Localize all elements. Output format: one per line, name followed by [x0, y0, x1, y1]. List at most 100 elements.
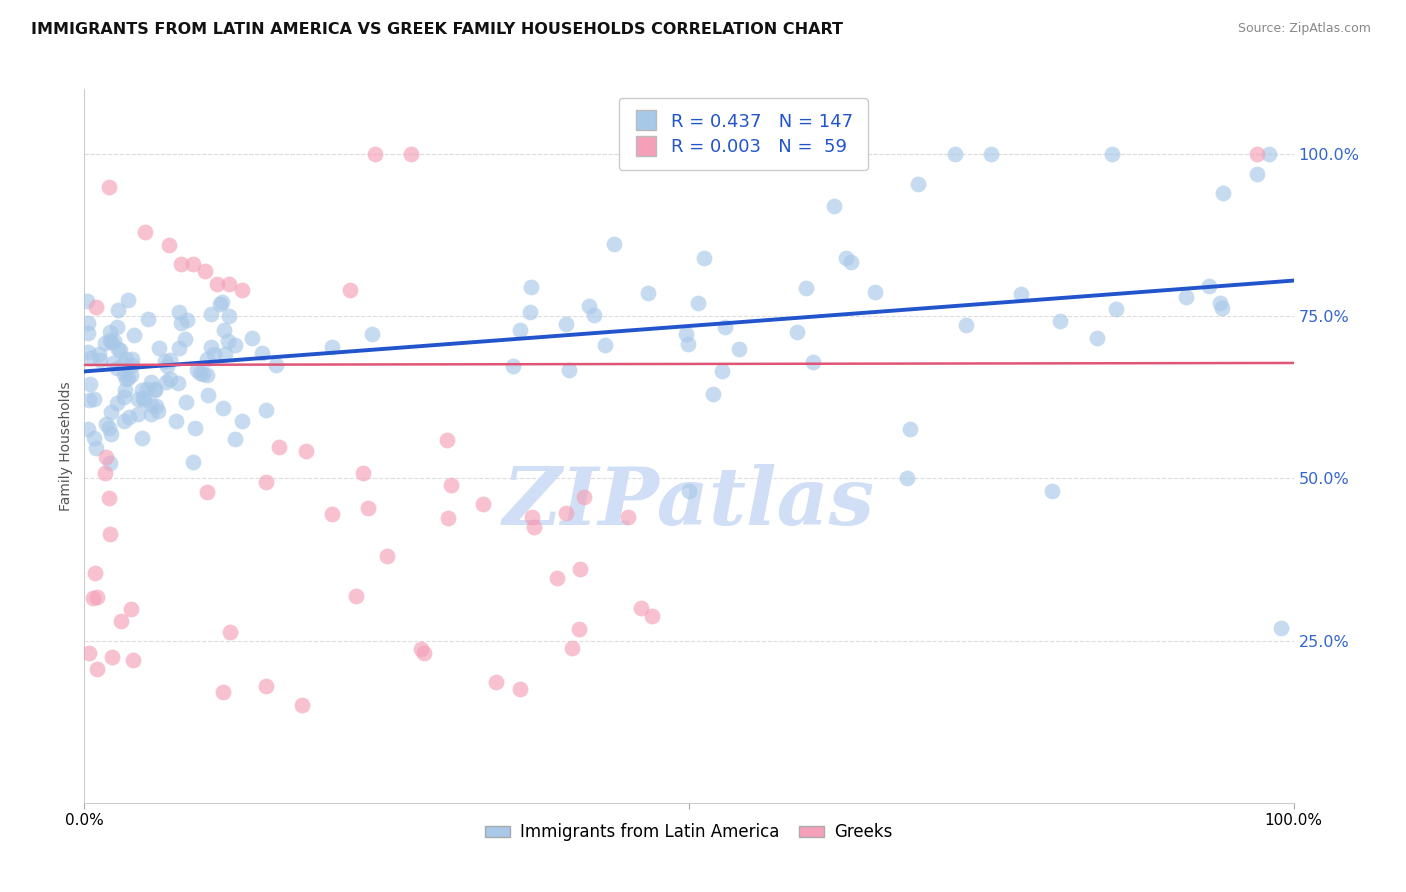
Point — [87, 347, 110, 361]
Point — [167, 304, 190, 318]
Point — [688, 296, 710, 310]
Point — [1040, 484, 1063, 499]
Point — [710, 364, 733, 378]
Point — [593, 337, 616, 351]
Point — [93, 467, 115, 481]
Point — [675, 326, 697, 341]
Point — [139, 398, 162, 412]
Point — [980, 147, 1002, 161]
Point — [1270, 621, 1292, 635]
Point — [218, 625, 240, 640]
Point — [98, 421, 121, 435]
Point — [114, 371, 136, 385]
Point — [943, 147, 966, 161]
Point — [191, 367, 214, 381]
Point — [174, 394, 197, 409]
Point — [184, 421, 207, 435]
Point — [212, 401, 235, 415]
Point — [153, 354, 176, 368]
Legend: Immigrants from Latin America, Greeks: Immigrants from Latin America, Greeks — [478, 817, 900, 848]
Point — [197, 387, 219, 401]
Point — [436, 433, 458, 447]
Point — [108, 343, 131, 358]
Point — [89, 352, 111, 367]
Point — [436, 511, 458, 525]
Point — [224, 432, 246, 446]
Point — [117, 293, 139, 307]
Point — [254, 679, 277, 693]
Point — [101, 356, 124, 370]
Point — [554, 317, 576, 331]
Point — [82, 591, 104, 606]
Point — [112, 390, 135, 404]
Point — [898, 422, 921, 436]
Point — [224, 338, 246, 352]
Point — [111, 357, 134, 371]
Point — [321, 507, 343, 521]
Point — [555, 506, 578, 520]
Point — [352, 467, 374, 481]
Point — [98, 527, 121, 541]
Point — [254, 475, 277, 490]
Point — [159, 353, 181, 368]
Point — [727, 343, 749, 357]
Point — [801, 355, 824, 369]
Point — [1198, 279, 1220, 293]
Point — [131, 383, 153, 397]
Point — [1101, 147, 1123, 161]
Point — [1049, 314, 1071, 328]
Point — [907, 177, 929, 191]
Point — [101, 649, 124, 664]
Point — [218, 309, 240, 323]
Point — [509, 323, 531, 337]
Point — [568, 622, 591, 636]
Point — [114, 351, 136, 366]
Point — [98, 456, 121, 470]
Point — [955, 318, 977, 332]
Point — [122, 328, 145, 343]
Point — [202, 347, 225, 361]
Point — [207, 277, 229, 291]
Point — [1212, 186, 1234, 201]
Point — [485, 674, 508, 689]
Point — [98, 325, 121, 339]
Point — [121, 653, 143, 667]
Point — [83, 431, 105, 445]
Point — [509, 681, 531, 696]
Point — [399, 147, 422, 161]
Point — [678, 484, 700, 499]
Point — [1105, 301, 1128, 316]
Point — [141, 407, 163, 421]
Point — [1174, 290, 1197, 304]
Point — [702, 387, 724, 401]
Point — [105, 396, 128, 410]
Point — [188, 367, 211, 381]
Point — [76, 294, 98, 309]
Point — [339, 283, 361, 297]
Point — [100, 405, 122, 419]
Point — [375, 549, 398, 564]
Point — [440, 478, 463, 492]
Point — [117, 371, 139, 385]
Point — [157, 238, 180, 252]
Point — [194, 264, 217, 278]
Point — [231, 283, 253, 297]
Point — [155, 376, 177, 390]
Point — [200, 340, 222, 354]
Point — [835, 251, 858, 265]
Point — [896, 471, 918, 485]
Point — [558, 363, 581, 377]
Point — [127, 407, 149, 421]
Point — [630, 601, 652, 615]
Point — [231, 414, 253, 428]
Point — [839, 255, 862, 269]
Point — [637, 285, 659, 300]
Point — [794, 281, 817, 295]
Text: IMMIGRANTS FROM LATIN AMERICA VS GREEK FAMILY HOUSEHOLDS CORRELATION CHART: IMMIGRANTS FROM LATIN AMERICA VS GREEK F… — [31, 22, 844, 37]
Point — [120, 601, 142, 615]
Point — [148, 404, 170, 418]
Point — [134, 225, 156, 239]
Point — [84, 441, 107, 455]
Point — [1010, 287, 1032, 301]
Point — [79, 392, 101, 407]
